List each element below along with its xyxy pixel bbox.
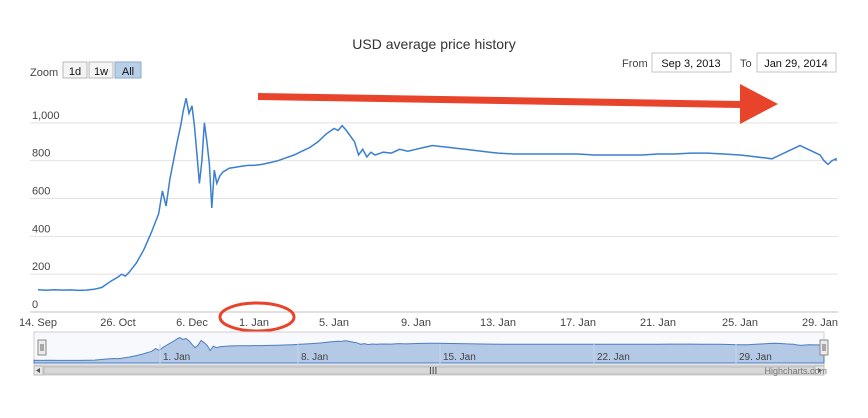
zoom-button-all[interactable]: All (114, 61, 142, 79)
highlight-circle (218, 301, 296, 333)
scroll-right-icon (818, 368, 822, 373)
zoom-button-1w[interactable]: 1w (88, 61, 114, 79)
date-range: From Sep 3, 2013 To Jan 29, 2014 (622, 52, 837, 73)
x-tick-label: 9. Jan (401, 317, 431, 329)
y-axis-labels: 0 200 400 600 800 1,000 (32, 110, 60, 311)
navigator-tick-label: 22. Jan (597, 352, 630, 363)
x-axis-labels: 14. Sep 26. Oct 6. Dec 1. Jan 5. Jan 9. Jan 13… (19, 317, 838, 329)
scrollbar-grip-icon: III (429, 366, 437, 377)
navigator-tick-labels: 1. Jan 8. Jan 15. Jan 22. Jan 29. Jan (159, 344, 772, 365)
navigator-series-area (33, 337, 825, 364)
x-tick-label: 29. Jan (802, 317, 838, 329)
scroll-left-button[interactable] (33, 365, 44, 376)
y-tick-label: 400 (32, 223, 50, 235)
zoom-button-all-label: All (122, 66, 134, 78)
zoom-button-1w-label: 1w (94, 66, 108, 78)
scrollbar-thumb[interactable] (43, 366, 815, 375)
navigator-tick-label: 15. Jan (443, 352, 476, 363)
x-tick-label: 1. Jan (239, 317, 269, 329)
to-date-input[interactable]: Jan 29, 2014 (756, 52, 837, 73)
x-tick-label: 25. Jan (722, 317, 758, 329)
y-tick-label: 800 (32, 148, 50, 160)
x-tick-label: 14. Sep (19, 317, 57, 329)
to-label: To (740, 58, 752, 70)
y-tick-label: 1,000 (32, 110, 60, 122)
y-tick-label: 600 (32, 186, 50, 198)
navigator[interactable]: 1. Jan 8. Jan 15. Jan 22. Jan 29. Jan (33, 331, 829, 366)
chart-title: USD average price history (352, 36, 515, 52)
x-tick-label: 13. Jan (480, 317, 516, 329)
navigator-tick-label: 1. Jan (163, 352, 190, 363)
navigator-handle-right[interactable] (819, 339, 829, 356)
y-tick-label: 200 (32, 261, 50, 273)
zoom-button-1d[interactable]: 1d (62, 61, 88, 79)
navigator-tick-label: 29. Jan (739, 352, 772, 363)
y-gridlines (30, 122, 838, 313)
scroll-left-icon (36, 368, 40, 373)
trend-arrow-shape (258, 84, 778, 124)
y-tick-label: 0 (32, 299, 38, 311)
scrollbar[interactable]: III (33, 365, 825, 377)
from-date-value: Sep 3, 2013 (661, 58, 720, 70)
highcharts-credit[interactable]: Highcharts.com (764, 366, 827, 376)
scroll-right-button[interactable] (814, 365, 825, 376)
from-label: From (622, 58, 648, 70)
to-date-value: Jan 29, 2014 (764, 58, 828, 70)
x-tick-label: 21. Jan (640, 317, 676, 329)
x-tick-label: 17. Jan (560, 317, 596, 329)
navigator-tick-label: 8. Jan (301, 352, 328, 363)
zoom-controls: Zoom 1d 1w All (30, 61, 142, 79)
x-tick-label: 5. Jan (319, 317, 349, 329)
zoom-button-1d-label: 1d (69, 66, 81, 78)
from-date-input[interactable]: Sep 3, 2013 (651, 52, 732, 73)
x-tick-label: 26. Oct (100, 317, 135, 329)
trend-arrow (258, 84, 778, 124)
x-tick-label: 6. Dec (176, 317, 208, 329)
zoom-label: Zoom (30, 67, 58, 79)
price-series-line (37, 98, 837, 292)
navigator-handle-left[interactable] (37, 339, 47, 356)
